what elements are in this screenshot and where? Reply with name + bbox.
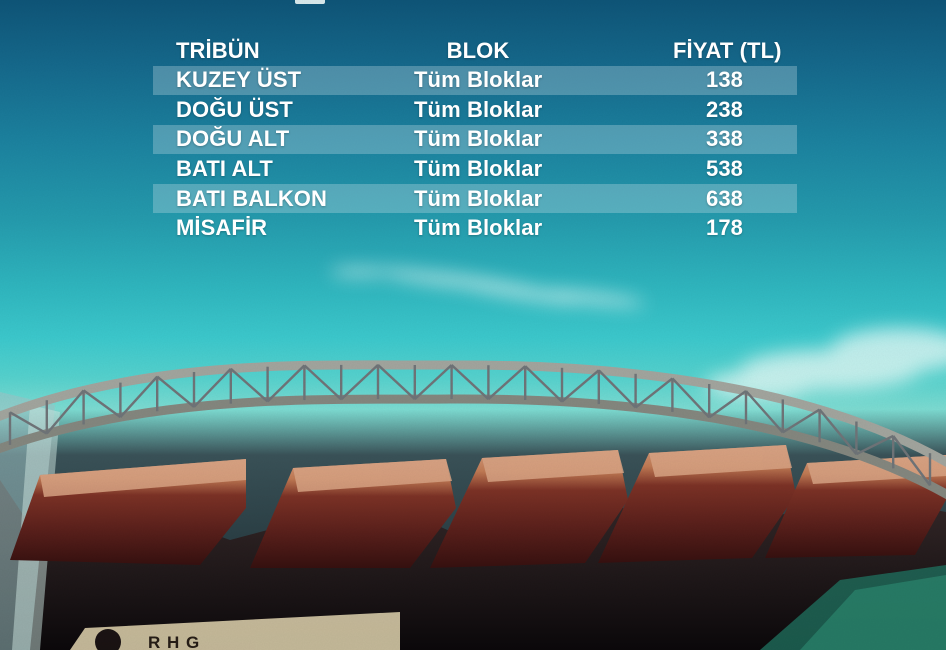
svg-text:R H G: R H G <box>148 633 200 650</box>
